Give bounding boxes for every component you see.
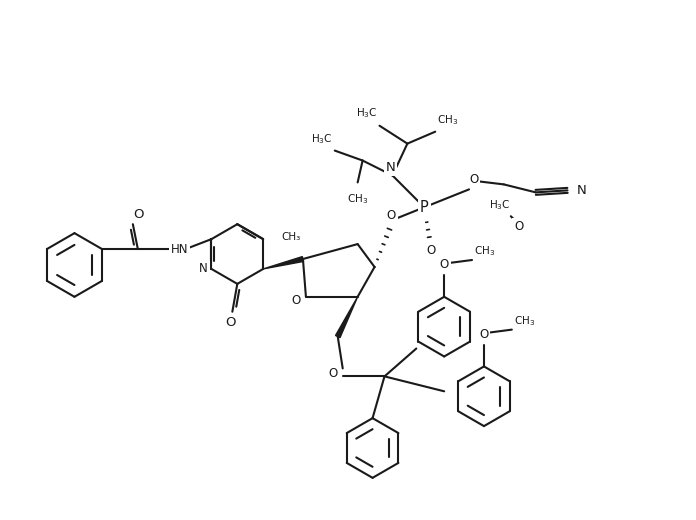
- Text: O: O: [292, 294, 301, 307]
- Text: $\mathregular{CH_3}$: $\mathregular{CH_3}$: [474, 244, 496, 258]
- Text: $\mathregular{CH_3}$: $\mathregular{CH_3}$: [347, 192, 368, 206]
- Text: O: O: [387, 209, 396, 222]
- Text: N: N: [576, 184, 586, 197]
- Text: O: O: [328, 367, 338, 380]
- Text: $\mathregular{H_3C}$: $\mathregular{H_3C}$: [489, 199, 511, 212]
- Text: O: O: [480, 328, 489, 341]
- Text: $\mathregular{H_3C}$: $\mathregular{H_3C}$: [356, 106, 377, 120]
- Text: O: O: [225, 316, 235, 329]
- Text: O: O: [514, 219, 523, 232]
- Text: N: N: [386, 161, 395, 174]
- Text: O: O: [469, 173, 479, 186]
- Polygon shape: [263, 256, 303, 269]
- Text: O: O: [134, 208, 144, 221]
- Text: O: O: [427, 243, 436, 256]
- Text: HN: HN: [171, 242, 189, 255]
- Text: CH₃: CH₃: [281, 232, 301, 242]
- Text: O: O: [440, 258, 449, 271]
- Polygon shape: [335, 297, 358, 337]
- Text: $\mathregular{CH_3}$: $\mathregular{CH_3}$: [437, 113, 459, 127]
- Text: $\mathregular{H_3C}$: $\mathregular{H_3C}$: [311, 132, 333, 146]
- Text: N: N: [199, 263, 208, 276]
- Text: $\mathregular{CH_3}$: $\mathregular{CH_3}$: [514, 314, 535, 328]
- Text: P: P: [420, 200, 429, 215]
